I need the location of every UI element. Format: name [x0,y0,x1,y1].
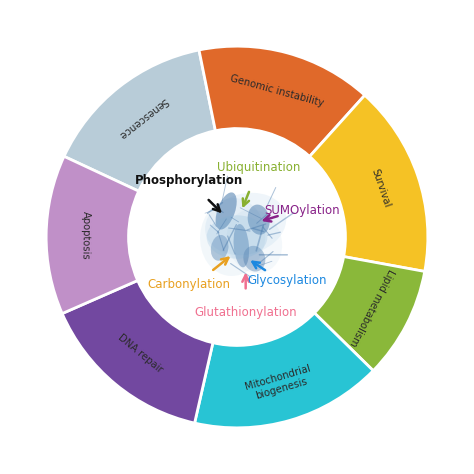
Ellipse shape [234,224,249,267]
Text: Carbonylation: Carbonylation [148,278,231,291]
Ellipse shape [243,246,265,272]
Circle shape [128,128,346,346]
Text: Mitochondrial
biogenesis: Mitochondrial biogenesis [244,363,315,402]
Wedge shape [64,50,215,191]
Wedge shape [314,256,425,371]
Wedge shape [199,46,365,156]
Text: Senescence: Senescence [117,95,170,140]
Ellipse shape [227,210,282,273]
Text: Genomic instability: Genomic instability [229,73,325,108]
Ellipse shape [207,215,267,259]
Ellipse shape [205,193,286,255]
Ellipse shape [211,235,228,261]
Text: Glutathionylation: Glutathionylation [194,306,297,319]
Text: Apoptosis: Apoptosis [80,211,91,260]
Wedge shape [62,281,213,423]
Ellipse shape [200,198,265,276]
Text: Lipid metabolism: Lipid metabolism [347,267,396,347]
Text: Phosphorylation: Phosphorylation [135,174,244,187]
Text: Survival: Survival [370,167,392,209]
Wedge shape [195,313,373,428]
Text: Ubiquitination: Ubiquitination [217,161,301,174]
Text: SUMOylation: SUMOylation [264,204,340,218]
Ellipse shape [248,205,270,235]
Text: DNA repair: DNA repair [116,333,164,375]
Wedge shape [46,156,139,314]
Wedge shape [310,95,428,272]
Text: Glycosylation: Glycosylation [247,274,327,287]
Ellipse shape [216,192,237,229]
